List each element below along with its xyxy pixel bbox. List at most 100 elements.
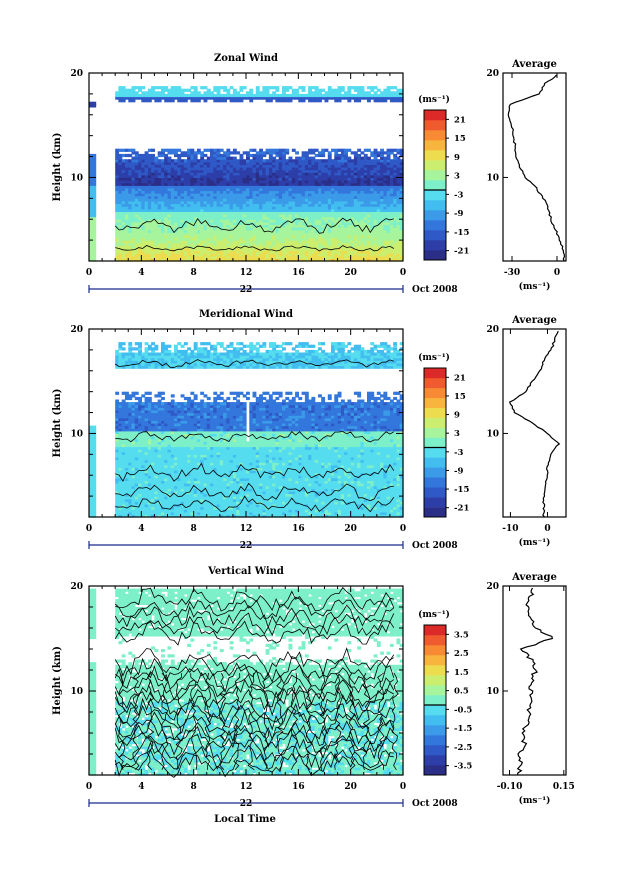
heatmap-cell (125, 96, 129, 100)
heatmap-cell (203, 250, 208, 254)
heatmap-cell (360, 211, 365, 215)
heatmap-cell (223, 159, 227, 163)
heatmap-cell (144, 190, 149, 194)
heatmap-cell (131, 195, 136, 199)
heatmap-cell (259, 185, 263, 189)
heatmap-cell (232, 174, 237, 178)
heatmap-cell (367, 190, 371, 194)
heatmap-cell (187, 180, 191, 184)
heatmap-cell (121, 423, 126, 427)
heatmap-cell (200, 156, 205, 160)
heatmap-cell (370, 221, 375, 225)
heatmap-cell (249, 219, 254, 223)
heatmap-cell (340, 164, 345, 168)
heatmap-cell (151, 159, 155, 163)
heatmap-cell (141, 501, 146, 505)
heatmap-cell (370, 153, 375, 158)
heatmap-cell (147, 161, 152, 165)
heatmap-cell (380, 216, 384, 220)
heatmap-cell (167, 234, 172, 239)
heatmap-cell (131, 480, 136, 484)
heatmap-cell (373, 164, 378, 168)
heatmap-cell (213, 221, 218, 225)
heatmap-cell (373, 200, 378, 205)
heatmap-cell (268, 208, 273, 212)
heatmap-cell (331, 174, 335, 178)
heatmap-cell (121, 449, 126, 453)
heatmap-cell (301, 253, 306, 257)
heatmap-cell (144, 402, 149, 406)
heatmap-cell (262, 253, 267, 257)
heatmap-cell (161, 255, 165, 259)
heatmap-cell (164, 93, 169, 98)
heatmap-cell (167, 174, 172, 178)
heatmap-cell (249, 206, 254, 210)
heatmap-cell (183, 193, 188, 197)
heatmap-cell (151, 443, 155, 448)
heatmap-cell (147, 425, 152, 429)
heatmap-cell (278, 99, 283, 103)
heatmap-cell (275, 164, 280, 168)
heatmap-cell (373, 240, 378, 244)
heatmap-cell (399, 200, 404, 205)
heatmap-cell (376, 187, 381, 192)
heatmap-cell (324, 247, 329, 252)
heatmap-cell (298, 93, 303, 98)
heatmap-cell (236, 224, 241, 228)
heatmap-cell (151, 180, 155, 184)
heatmap-cell (121, 88, 126, 92)
heatmap-cell (128, 190, 133, 194)
heatmap-cell (118, 229, 123, 233)
heatmap-cell (246, 258, 250, 262)
heatmap-cell (161, 177, 165, 181)
heatmap-cell (272, 96, 277, 100)
heatmap-cell (311, 240, 316, 244)
heatmap-cell (128, 91, 133, 95)
heatmap-cell (141, 509, 146, 513)
heatmap-cell (118, 342, 123, 346)
heatmap-cell (324, 198, 329, 202)
heatmap-cell (268, 86, 273, 90)
heatmap-cell (89, 206, 93, 210)
heatmap-cell (115, 391, 120, 395)
heatmap-cell (167, 203, 172, 207)
heatmap-cell (115, 477, 120, 481)
heatmap-cell (144, 250, 149, 254)
heatmap-cell (144, 219, 149, 223)
heatmap-cell (138, 496, 142, 500)
heatmap-cell (282, 200, 286, 205)
heatmap-cell (229, 164, 234, 168)
heatmap-cell (357, 253, 362, 257)
heatmap-cell (246, 211, 250, 215)
heatmap-cell (216, 151, 221, 155)
heatmap-cell (282, 180, 286, 184)
heatmap-cell (164, 214, 169, 218)
heatmap-cell (291, 224, 296, 228)
heatmap-cell (151, 96, 155, 100)
heatmap-cell (380, 250, 384, 254)
heatmap-cell (216, 211, 221, 215)
heatmap-cell (324, 174, 329, 178)
heatmap-cell (134, 357, 139, 361)
heatmap-cell (321, 159, 326, 163)
heatmap-cell (288, 219, 293, 223)
heatmap-cell (115, 409, 120, 414)
heatmap-cell (383, 185, 388, 189)
heatmap-cell (285, 169, 290, 173)
heatmap-cell (174, 182, 178, 186)
heatmap-cell (147, 496, 152, 500)
heatmap-cell (131, 164, 136, 168)
heatmap-cell (308, 169, 312, 173)
heatmap-cell (170, 200, 175, 205)
heatmap-cell (125, 514, 129, 518)
heatmap-cell (131, 185, 136, 189)
heatmap-cell (265, 180, 270, 184)
heatmap-cell (360, 247, 365, 252)
heatmap-cell (187, 148, 191, 152)
heatmap-cell (357, 99, 362, 103)
heatmap-cell (226, 253, 231, 257)
heatmap-cell (167, 195, 172, 199)
heatmap-cell (203, 229, 208, 233)
heatmap-cell (141, 490, 146, 495)
heatmap-cell (89, 169, 93, 173)
